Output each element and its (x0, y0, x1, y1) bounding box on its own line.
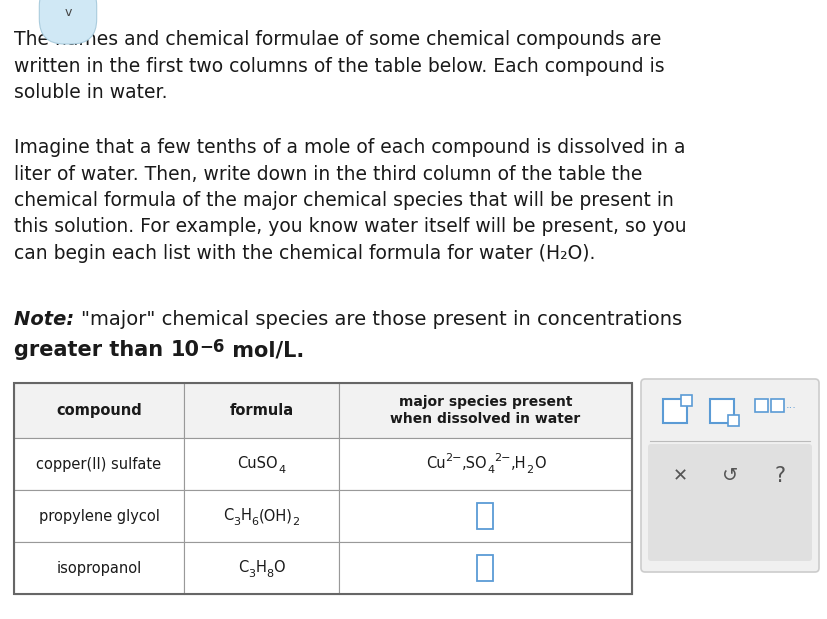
Text: The names and chemical formulae of some chemical compounds are
written in the fi: The names and chemical formulae of some … (14, 30, 664, 102)
Bar (338, 383, 631, 438)
Bar (14, 542, 184, 594)
Bar (662, 399, 686, 423)
Text: ,SO: ,SO (461, 456, 487, 472)
Text: Imagine that a few tenths of a mole of each compound is dissolved in a
liter of : Imagine that a few tenths of a mole of e… (14, 138, 686, 263)
Text: copper(II) sulfate: copper(II) sulfate (36, 456, 161, 472)
Bar (184, 383, 338, 438)
Text: C: C (223, 508, 233, 524)
Text: CuSO: CuSO (237, 456, 278, 472)
Bar (338, 542, 631, 594)
Text: 4: 4 (487, 465, 494, 475)
Text: H: H (255, 560, 265, 576)
Text: O: O (533, 456, 545, 472)
Bar (184, 490, 338, 542)
Text: 2: 2 (526, 465, 533, 475)
Bar (770, 399, 783, 412)
Text: 3: 3 (233, 517, 241, 527)
Bar (184, 438, 338, 490)
Bar (14, 438, 184, 490)
Text: 2: 2 (292, 517, 299, 527)
Bar (754, 399, 767, 412)
Text: (OH): (OH) (258, 508, 292, 524)
Text: major species present
when dissolved in water: major species present when dissolved in … (390, 395, 580, 426)
Bar (338, 490, 631, 542)
Text: ✕: ✕ (672, 467, 686, 485)
Text: 8: 8 (265, 569, 273, 579)
FancyBboxPatch shape (640, 379, 818, 572)
Text: "major" chemical species are those present in concentrations: "major" chemical species are those prese… (81, 310, 681, 329)
Text: Note:: Note: (14, 310, 81, 329)
Text: ↺: ↺ (721, 467, 738, 485)
Text: C: C (238, 560, 248, 576)
Text: ,H: ,H (510, 456, 526, 472)
Text: greater than: greater than (14, 340, 170, 360)
Bar (184, 542, 338, 594)
Bar (477, 555, 493, 581)
Text: 4: 4 (278, 465, 285, 475)
Text: formula: formula (229, 403, 294, 418)
Bar (727, 415, 739, 426)
Bar (14, 383, 631, 594)
Text: propylene glycol: propylene glycol (39, 508, 160, 524)
Bar (14, 383, 184, 438)
Text: 3: 3 (248, 569, 255, 579)
Text: Cu: Cu (425, 456, 445, 472)
Text: 10: 10 (170, 340, 199, 360)
Text: O: O (273, 560, 284, 576)
Text: mol/L.: mol/L. (224, 340, 304, 360)
Bar (680, 395, 691, 406)
Text: H: H (241, 508, 251, 524)
Bar (477, 503, 493, 529)
Text: 2−: 2− (494, 453, 510, 463)
Bar (338, 438, 631, 490)
Text: 2−: 2− (445, 453, 461, 463)
Text: ?: ? (773, 466, 785, 486)
Bar (14, 490, 184, 542)
FancyBboxPatch shape (648, 444, 811, 561)
Text: v: v (65, 6, 72, 19)
Text: compound: compound (56, 403, 141, 418)
Text: 6: 6 (251, 517, 258, 527)
Text: ...: ... (785, 400, 796, 410)
Text: isopropanol: isopropanol (56, 560, 141, 576)
Text: −6: −6 (199, 338, 224, 356)
Bar (709, 399, 733, 423)
